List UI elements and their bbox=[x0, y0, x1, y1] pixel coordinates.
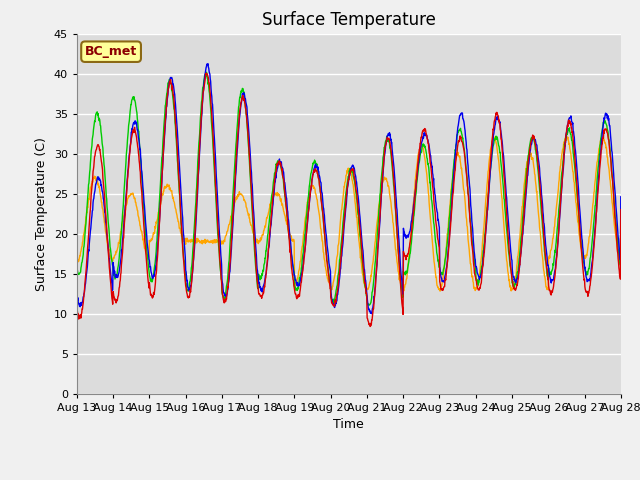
NR01_Tsurf bbox=[194, 179, 202, 185]
X-axis label: Time: Time bbox=[333, 418, 364, 431]
NR01_Tsurf bbox=[366, 324, 374, 329]
Arable_Tsurf bbox=[194, 159, 202, 165]
Y-axis label: Surface Temperature (C): Surface Temperature (C) bbox=[35, 137, 48, 290]
NR01_PRT bbox=[180, 244, 188, 250]
AirT bbox=[73, 259, 81, 264]
NR01_PRT bbox=[434, 217, 442, 223]
NR01_PRT bbox=[368, 311, 376, 317]
Arable_Tsurf bbox=[255, 273, 263, 278]
Arable_Tsurf bbox=[365, 302, 373, 308]
AirT bbox=[553, 204, 561, 209]
NR01_Tsurf bbox=[617, 207, 625, 213]
AirT bbox=[362, 288, 370, 294]
NR01_Tsurf bbox=[505, 244, 513, 250]
NR01_Tsurf bbox=[73, 302, 81, 308]
NR01_Tsurf bbox=[180, 270, 188, 276]
NR01_PRT bbox=[204, 61, 212, 67]
NR01_PRT bbox=[505, 226, 513, 231]
AirT bbox=[434, 283, 442, 289]
NR01_Tsurf bbox=[203, 71, 211, 76]
NR01_Tsurf bbox=[553, 253, 561, 259]
Text: BC_met: BC_met bbox=[85, 45, 137, 58]
Line: NR01_Tsurf: NR01_Tsurf bbox=[77, 73, 621, 326]
NR01_PRT bbox=[73, 291, 81, 297]
NR01_PRT bbox=[255, 281, 263, 287]
Arable_Tsurf bbox=[73, 263, 81, 269]
NR01_Tsurf bbox=[255, 291, 263, 297]
AirT bbox=[194, 238, 202, 244]
AirT bbox=[505, 273, 513, 279]
AirT bbox=[255, 240, 262, 245]
Arable_Tsurf bbox=[434, 258, 442, 264]
Arable_Tsurf bbox=[505, 251, 513, 257]
Arable_Tsurf bbox=[553, 230, 561, 236]
Line: NR01_PRT: NR01_PRT bbox=[77, 64, 621, 314]
AirT bbox=[617, 247, 625, 253]
NR01_PRT bbox=[194, 185, 202, 191]
Arable_Tsurf bbox=[180, 261, 188, 266]
Line: AirT: AirT bbox=[77, 135, 621, 291]
AirT bbox=[562, 132, 570, 138]
NR01_PRT bbox=[617, 194, 625, 200]
AirT bbox=[180, 239, 188, 244]
Title: Surface Temperature: Surface Temperature bbox=[262, 11, 436, 29]
Arable_Tsurf bbox=[617, 209, 625, 215]
NR01_PRT bbox=[553, 250, 561, 256]
Line: Arable_Tsurf: Arable_Tsurf bbox=[77, 72, 621, 305]
Arable_Tsurf bbox=[203, 69, 211, 75]
NR01_Tsurf bbox=[434, 237, 442, 242]
